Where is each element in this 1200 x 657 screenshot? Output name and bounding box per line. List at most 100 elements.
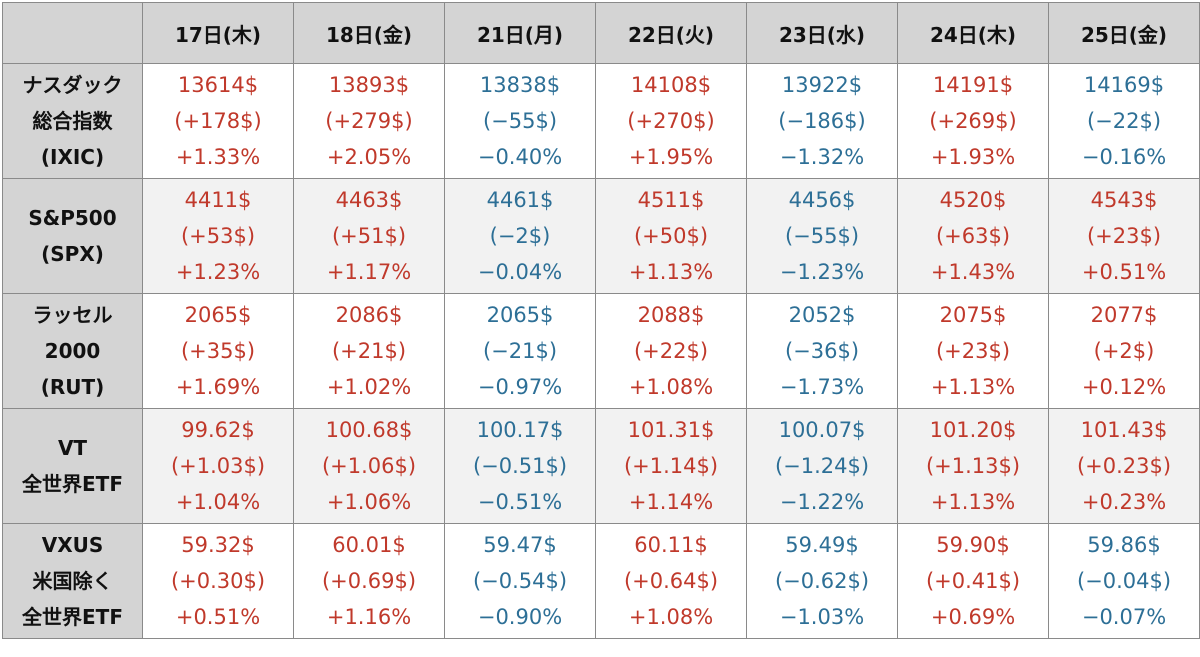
cell-price: 99.62$ [181,418,255,442]
cell-pct: −0.07% [1081,605,1167,629]
cell-pct: +0.23% [1081,490,1167,514]
table-row: S&P500 (SPX) 4411$ (+53$) +1.23% 4463$ (+51$) +… [2,178,1200,294]
value-cell: 2065$ (−21$) −0.97% [444,293,596,409]
cell-pct: +1.95% [628,145,714,169]
value-cell: 101.20$ (+1.13$) +1.13% [897,408,1049,524]
cell-price: 13838$ [479,73,561,97]
cell-price: 13614$ [177,73,259,97]
cell-pct: −0.97% [477,375,563,399]
header-row: 17日(木) 18日(金) 21日(月) 22日(火) 23日(水) 24日(木) 25日(… [2,2,1200,64]
value-cell: 59.49$ (−0.62$) −1.03% [746,523,898,639]
row-label-line: ラッセル [32,303,113,327]
row-label: VXUS 米国除く 全世界ETF [2,523,143,639]
cell-change: (−1.24$) [774,454,870,478]
cell-price: 13922$ [781,73,863,97]
cell-pct: +1.02% [326,375,412,399]
cell-change: (+0.64$) [623,569,719,593]
cell-change: (−55$) [482,109,558,133]
cell-price: 2077$ [1090,303,1158,327]
row-label-line: 全世界ETF [22,472,123,496]
row-label: VT 全世界ETF [2,408,143,524]
cell-price: 59.47$ [483,533,557,557]
value-cell: 4411$ (+53$) +1.23% [142,178,294,294]
value-cell: 4520$ (+63$) +1.43% [897,178,1049,294]
cell-pct: +1.13% [930,375,1016,399]
row-label: ナスダック 総合指数 (IXIC) [2,63,143,179]
cell-change: (−55$) [784,224,860,248]
value-cell: 2075$ (+23$) +1.13% [897,293,1049,409]
cell-price: 100.07$ [778,418,866,442]
value-cell: 14108$ (+270$) +1.95% [595,63,747,179]
cell-change: (−0.62$) [774,569,870,593]
cell-change: (−21$) [482,339,558,363]
cell-change: (+1.03$) [170,454,266,478]
cell-change: (+23$) [1086,224,1162,248]
cell-change: (+53$) [180,224,256,248]
cell-pct: +0.51% [1081,260,1167,284]
row-label-line: 米国除く [32,569,113,593]
cell-pct: −0.51% [477,490,563,514]
cell-pct: +2.05% [326,145,412,169]
cell-change: (+0.69$) [321,569,417,593]
cell-change: (+1.14$) [623,454,719,478]
cell-price: 59.90$ [936,533,1010,557]
table-body: ナスダック 総合指数 (IXIC) 13614$ (+178$) +1.33% 13893$… [2,63,1200,639]
cell-pct: +1.93% [930,145,1016,169]
cell-price: 2088$ [637,303,705,327]
cell-pct: +0.12% [1081,375,1167,399]
row-label-line: VT [57,436,88,460]
row-label-line: (RUT) [40,375,105,399]
cell-change: (+270$) [627,109,715,133]
cell-price: 59.49$ [785,533,859,557]
column-header-day: 18日(金) [293,2,445,64]
cell-change: (+50$) [633,224,709,248]
value-cell: 4463$ (+51$) +1.17% [293,178,445,294]
row-label-line: 全世界ETF [22,605,123,629]
index-performance-table: 17日(木) 18日(金) 21日(月) 22日(火) 23日(水) 24日(木) 25日(… [2,2,1200,639]
column-header-day: 24日(木) [897,2,1049,64]
value-cell: 2052$ (−36$) −1.73% [746,293,898,409]
cell-price: 4461$ [486,188,554,212]
cell-change: (−36$) [784,339,860,363]
cell-price: 4543$ [1090,188,1158,212]
value-cell: 59.47$ (−0.54$) −0.90% [444,523,596,639]
value-cell: 2088$ (+22$) +1.08% [595,293,747,409]
cell-price: 60.11$ [634,533,708,557]
cell-pct: −1.03% [779,605,865,629]
value-cell: 13838$ (−55$) −0.40% [444,63,596,179]
cell-change: (−2$) [489,224,551,248]
cell-change: (+63$) [935,224,1011,248]
cell-change: (+1.13$) [925,454,1021,478]
column-header-day: 21日(月) [444,2,596,64]
value-cell: 4543$ (+23$) +0.51% [1048,178,1200,294]
cell-pct: −0.40% [477,145,563,169]
cell-price: 2065$ [486,303,554,327]
column-header-day: 23日(水) [746,2,898,64]
cell-pct: −1.73% [779,375,865,399]
value-cell: 13614$ (+178$) +1.33% [142,63,294,179]
cell-change: (+51$) [331,224,407,248]
cell-pct: +0.51% [175,605,261,629]
cell-change: (+22$) [633,339,709,363]
cell-pct: +1.23% [175,260,261,284]
row-label-line: S&P500 [28,206,117,230]
table-row: ナスダック 総合指数 (IXIC) 13614$ (+178$) +1.33% 13893$… [2,63,1200,179]
column-header-day: 17日(木) [142,2,294,64]
cell-change: (−22$) [1086,109,1162,133]
cell-change: (−0.54$) [472,569,568,593]
cell-price: 4511$ [637,188,705,212]
cell-change: (+0.41$) [925,569,1021,593]
cell-price: 2086$ [335,303,403,327]
cell-change: (+0.23$) [1076,454,1172,478]
cell-price: 4520$ [939,188,1007,212]
row-label: S&P500 (SPX) [2,178,143,294]
value-cell: 100.68$ (+1.06$) +1.06% [293,408,445,524]
cell-pct: −0.04% [477,260,563,284]
value-cell: 60.01$ (+0.69$) +1.16% [293,523,445,639]
value-cell: 59.32$ (+0.30$) +0.51% [142,523,294,639]
cell-price: 100.17$ [476,418,564,442]
table-row: ラッセル 2000 (RUT) 2065$ (+35$) +1.69% 2086$ (+21$… [2,293,1200,409]
cell-price: 100.68$ [325,418,413,442]
cell-pct: −1.32% [779,145,865,169]
cell-pct: +1.13% [930,490,1016,514]
